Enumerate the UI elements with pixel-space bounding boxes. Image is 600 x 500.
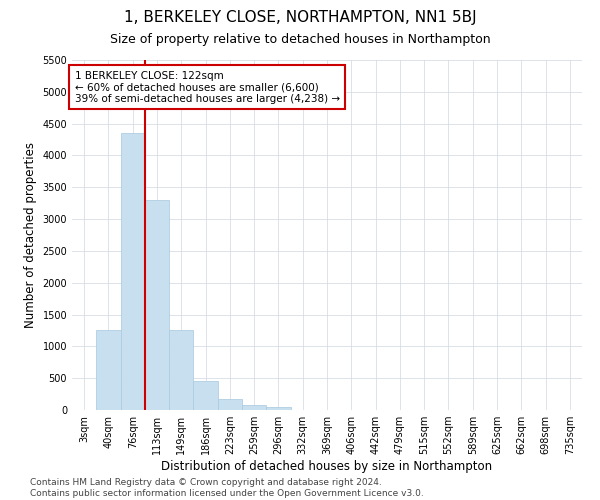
Bar	[266, 407, 290, 410]
Text: Size of property relative to detached houses in Northampton: Size of property relative to detached ho…	[110, 32, 490, 46]
Bar	[121, 133, 145, 410]
Y-axis label: Number of detached properties: Number of detached properties	[24, 142, 37, 328]
Bar	[145, 200, 169, 410]
Bar	[96, 330, 121, 410]
Bar	[169, 330, 193, 410]
Text: 1 BERKELEY CLOSE: 122sqm
← 60% of detached houses are smaller (6,600)
39% of sem: 1 BERKELEY CLOSE: 122sqm ← 60% of detach…	[74, 70, 340, 104]
Bar	[242, 405, 266, 410]
Bar	[218, 399, 242, 410]
Bar	[193, 382, 218, 410]
Text: 1, BERKELEY CLOSE, NORTHAMPTON, NN1 5BJ: 1, BERKELEY CLOSE, NORTHAMPTON, NN1 5BJ	[124, 10, 476, 25]
Text: Contains HM Land Registry data © Crown copyright and database right 2024.
Contai: Contains HM Land Registry data © Crown c…	[30, 478, 424, 498]
X-axis label: Distribution of detached houses by size in Northampton: Distribution of detached houses by size …	[161, 460, 493, 473]
